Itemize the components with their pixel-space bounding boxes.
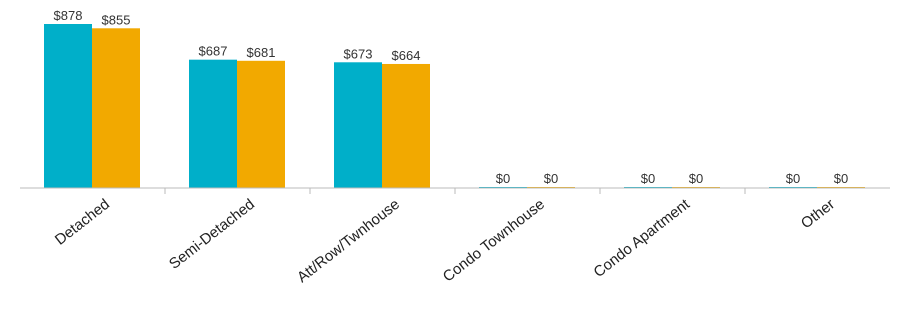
bar-att-row-twnhouse-s2 xyxy=(382,63,430,188)
value-label: $0 xyxy=(834,171,848,186)
bar-detached-s1 xyxy=(44,24,92,188)
category-label: Condo Townhouse xyxy=(440,196,548,286)
category-label: Condo Apartment xyxy=(590,195,693,281)
value-label: $0 xyxy=(496,171,510,186)
value-label: $681 xyxy=(247,45,276,60)
category-label: Other xyxy=(798,196,838,232)
value-label: $855 xyxy=(102,12,131,27)
value-label: $878 xyxy=(54,8,83,23)
value-label: $0 xyxy=(641,171,655,186)
category-label: Detached xyxy=(52,196,113,249)
value-label: $673 xyxy=(344,46,373,61)
category-labels-layer: Detached Semi-Detached Att/Row/Twnhouse Con… xyxy=(52,195,838,286)
value-labels-layer: $878 $855 $687 $681 $673 $664 $0 $0 $0 $0 $0 $0 xyxy=(54,8,849,186)
bar-semi-detached-s1 xyxy=(189,59,237,188)
category-label: Semi-Detached xyxy=(166,196,258,273)
bar-detached-s2 xyxy=(92,28,140,188)
value-label: $687 xyxy=(199,44,228,59)
value-label: $0 xyxy=(544,171,558,186)
category-label: Att/Row/Twnhouse xyxy=(294,196,403,286)
x-axis xyxy=(20,187,890,194)
bar-att-row-twnhouse-s1 xyxy=(334,62,382,188)
value-label: $664 xyxy=(392,48,421,63)
value-label: $0 xyxy=(786,171,800,186)
bar-semi-detached-s2 xyxy=(237,60,285,188)
bars-layer xyxy=(44,24,865,188)
value-label: $0 xyxy=(689,171,703,186)
